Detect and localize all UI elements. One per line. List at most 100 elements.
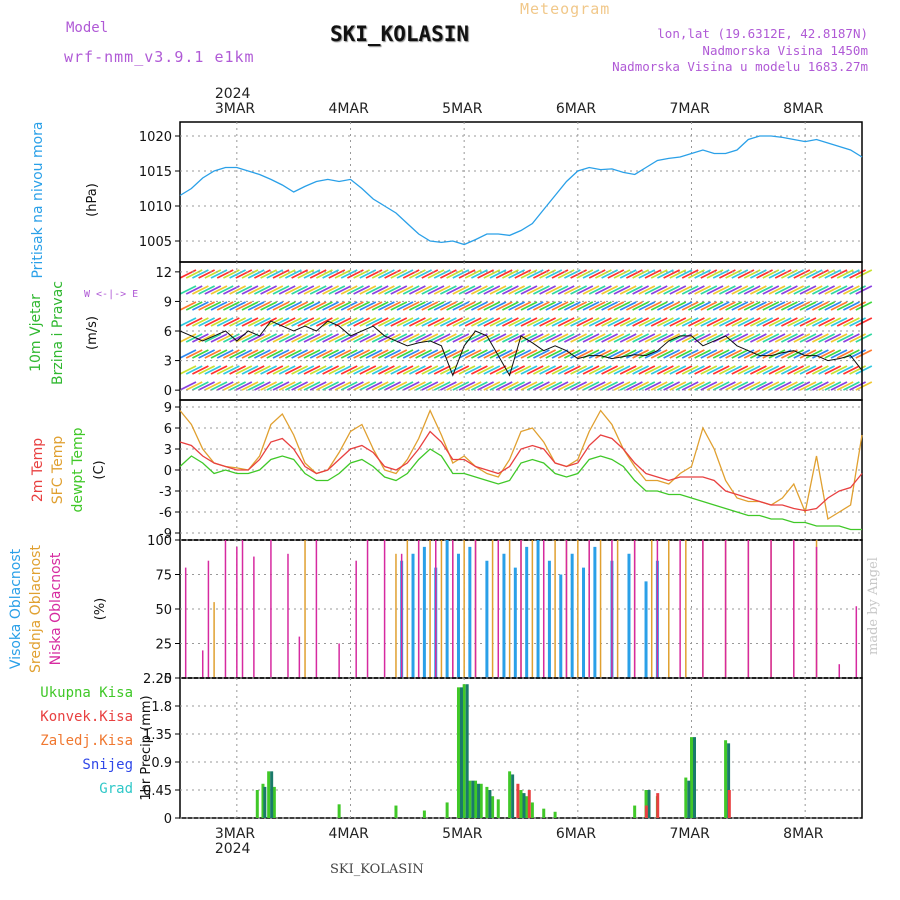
wind-barb — [353, 285, 371, 295]
wind-barb — [706, 365, 724, 375]
wind-barb — [520, 333, 538, 343]
wind-barb — [774, 317, 792, 327]
wind-barb — [260, 381, 278, 391]
wind-barb — [204, 365, 222, 375]
precip-bar — [479, 783, 483, 818]
wind-barb — [539, 269, 557, 279]
wind-barb — [570, 333, 588, 343]
wind-barb — [452, 269, 470, 279]
wind-barb — [749, 301, 767, 311]
wind-barb — [359, 301, 377, 311]
precip-bar — [465, 684, 469, 818]
wind-barb — [371, 317, 389, 327]
wind-barb — [570, 349, 588, 359]
wind-barb — [229, 317, 247, 327]
wind-barb — [415, 317, 433, 327]
wind-barb — [260, 269, 278, 279]
wind-barb — [266, 317, 284, 327]
wind-barb — [762, 381, 780, 391]
wind-barb — [768, 333, 786, 343]
wind-barb — [185, 269, 203, 279]
wind-barb — [737, 349, 755, 359]
wind-barb — [687, 301, 705, 311]
wind-barb — [625, 381, 643, 391]
wind-barb — [508, 301, 526, 311]
wind-barb — [650, 301, 668, 311]
wind-barb — [588, 333, 606, 343]
wind-barb — [309, 349, 327, 359]
wind-barb — [663, 301, 681, 311]
wind-barb — [346, 317, 364, 327]
precip-bar — [656, 793, 660, 818]
wind-barb — [514, 269, 532, 279]
wind-barb — [508, 349, 526, 359]
precip-bar — [633, 805, 637, 818]
wind-barb — [780, 285, 798, 295]
wind-barb — [681, 301, 699, 311]
wind-barb — [514, 333, 532, 343]
wind-barb — [613, 349, 631, 359]
wind-barb — [464, 317, 482, 327]
wind-barb — [365, 333, 383, 343]
wind-barb — [241, 269, 259, 279]
wind-barb — [464, 269, 482, 279]
wind-barb — [291, 333, 309, 343]
pressure-ytick-label: 1015 — [139, 165, 172, 180]
wind-barb — [824, 269, 842, 279]
wind-barb — [421, 285, 439, 295]
wind-barb — [749, 285, 767, 295]
wind-barb — [216, 269, 234, 279]
wind-barb — [415, 365, 433, 375]
precip-bar — [525, 796, 529, 818]
wind-barb — [489, 285, 507, 295]
wind-barb — [439, 365, 457, 375]
wind-barb — [477, 301, 495, 311]
wind-barb — [576, 365, 594, 375]
wind-barb — [427, 365, 445, 375]
temperature-ytick-label: -6 — [159, 506, 172, 521]
wind-barb — [743, 285, 761, 295]
cloud-ylabel: Srednja Oblacnost — [28, 545, 44, 673]
precip-bar — [519, 790, 523, 818]
wind-barb — [229, 301, 247, 311]
wind-barb — [743, 381, 761, 391]
wind-barb — [799, 333, 817, 343]
wind-barb — [408, 381, 426, 391]
wind-barb — [303, 349, 321, 359]
precip-bar — [516, 783, 520, 818]
wind-barb — [514, 349, 532, 359]
wind-barb — [774, 285, 792, 295]
wind-barb — [433, 333, 451, 343]
wind-barb — [656, 301, 674, 311]
wind-barb — [253, 301, 271, 311]
wind-barb — [489, 349, 507, 359]
wind-barb — [650, 285, 668, 295]
wind-barb — [508, 285, 526, 295]
wind-barb — [235, 365, 253, 375]
wind-barb — [191, 285, 209, 295]
wind-barb — [526, 301, 544, 311]
precip-bar — [527, 790, 531, 818]
wind-barb — [836, 317, 854, 327]
wind-barb — [402, 317, 420, 327]
wind-barb — [235, 301, 253, 311]
wind-barb — [570, 381, 588, 391]
wind-barb — [322, 269, 340, 279]
wind-barb — [402, 349, 420, 359]
wind-barb — [675, 301, 693, 311]
wind-barb — [663, 333, 681, 343]
wind-barb — [446, 333, 464, 343]
wind-barb — [805, 349, 823, 359]
wind-barb — [520, 285, 538, 295]
wind-barb — [514, 365, 532, 375]
wind-barb — [601, 269, 619, 279]
precip-bar — [687, 780, 691, 818]
wind-barb — [179, 333, 197, 343]
wind-barb — [278, 333, 296, 343]
precip-bar — [477, 783, 481, 818]
wind-barb — [179, 285, 197, 295]
wind-barb — [359, 381, 377, 391]
wind-barb — [446, 349, 464, 359]
wind-barb — [532, 301, 550, 311]
wind-barb — [594, 349, 612, 359]
